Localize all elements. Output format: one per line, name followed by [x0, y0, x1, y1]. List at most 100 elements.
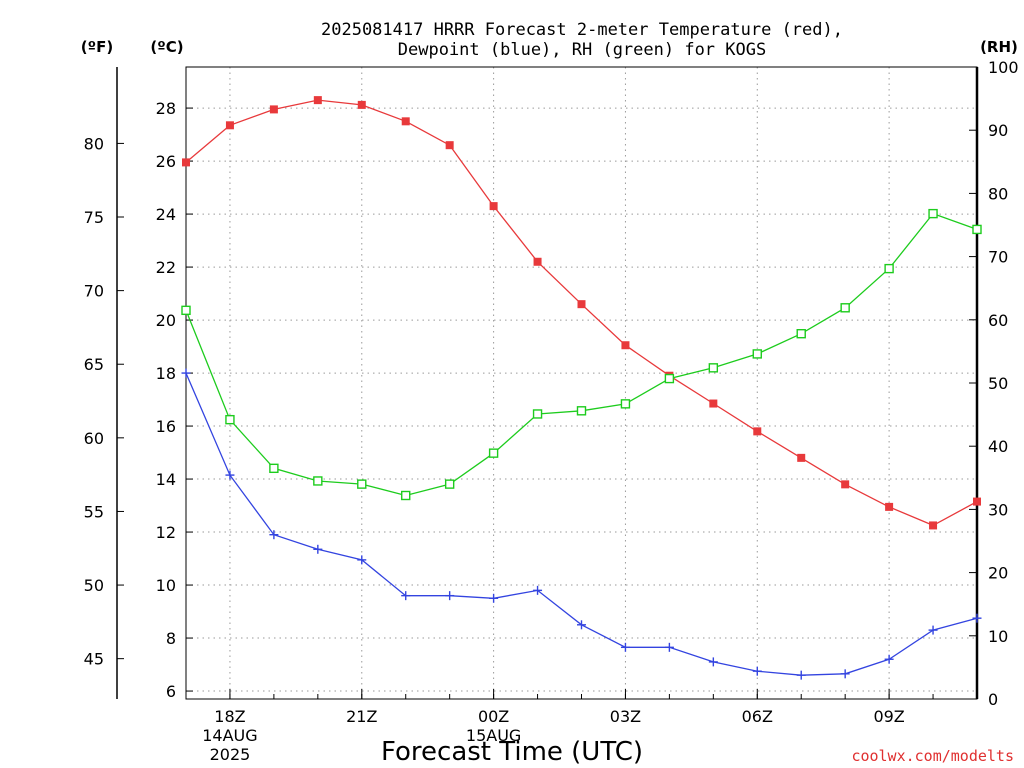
x-tick-label: 06Z	[742, 707, 773, 726]
rh-point	[708, 363, 719, 373]
x-date-label: 14AUG	[202, 726, 257, 745]
dewpoint-point	[840, 669, 850, 679]
series-layer	[181, 96, 982, 680]
dewpoint-point	[577, 620, 586, 630]
rh-point	[972, 224, 982, 235]
rh-point	[357, 479, 367, 489]
rh-tick-label: 40	[988, 437, 1008, 456]
dewpoint-point	[357, 555, 367, 565]
rh-point	[664, 373, 675, 384]
fahrenheit-unit-label: (ºF)	[81, 38, 113, 56]
chart-axes: 6 8 10 12 14 16 18 20 22 24 26 28 45 50 55 60 65 70 75 80 0 1…	[84, 58, 1019, 764]
rh-series-line	[185, 212, 978, 497]
temperature-point	[225, 121, 234, 130]
rh-point	[840, 303, 850, 313]
fahrenheit-tick-label: 60	[84, 429, 104, 448]
plot-frame	[185, 66, 978, 700]
fahrenheit-tick-label: 50	[84, 576, 104, 595]
celsius-tick-label: 6	[166, 682, 176, 701]
dewpoint-series-line	[185, 372, 978, 676]
dewpoint-point	[313, 544, 323, 554]
rh-point	[444, 479, 455, 489]
rh-point	[181, 305, 191, 316]
rh-point	[620, 399, 631, 409]
temperature-point	[313, 96, 322, 105]
rh-point	[884, 263, 894, 274]
rh-point	[576, 406, 587, 416]
rh-tick-label: 80	[988, 184, 1008, 203]
temperature-point	[269, 105, 278, 114]
dewpoint-point	[620, 642, 630, 652]
temperature-point	[753, 427, 762, 436]
dewpoint-point	[489, 593, 499, 603]
dewpoint-point	[928, 625, 938, 635]
x-tick-label: 18Z	[214, 707, 245, 726]
chart-title-line2: Dewpoint (blue), RH (green) for KOGS	[398, 40, 766, 60]
x-tick-label: 03Z	[610, 707, 641, 726]
rh-point	[488, 448, 499, 458]
x-tick-label: 21Z	[346, 707, 377, 726]
fahrenheit-tick-label: 80	[84, 134, 104, 153]
celsius-tick-label: 10	[156, 576, 176, 595]
temperature-point	[577, 300, 586, 309]
rh-point	[796, 329, 806, 339]
dewpoint-point	[796, 670, 806, 680]
rh-point	[752, 349, 762, 359]
temperature-point	[182, 158, 190, 167]
dewpoint-point	[664, 642, 674, 652]
celsius-tick-label: 28	[156, 99, 176, 118]
fahrenheit-tick-label: 70	[84, 282, 104, 301]
x-axis-label: Forecast Time (UTC)	[381, 737, 643, 767]
celsius-tick-label: 22	[156, 258, 176, 277]
temperature-point	[533, 257, 542, 266]
rh-tick-label: 90	[988, 121, 1008, 140]
dewpoint-point	[708, 657, 718, 667]
temperature-point	[621, 341, 630, 350]
celsius-tick-label: 24	[156, 205, 176, 224]
rh-tick-label: 20	[988, 564, 1008, 583]
fahrenheit-tick-label: 45	[84, 650, 104, 669]
rh-tick-label: 100	[988, 58, 1019, 77]
temperature-point	[709, 399, 718, 408]
dewpoint-point	[533, 585, 543, 595]
temperature-point	[401, 117, 410, 126]
rh-tick-label: 60	[988, 311, 1008, 330]
watermark: coolwx.com/modelts	[851, 747, 1014, 765]
rh-unit-label: (RH)	[980, 38, 1018, 56]
rh-tick-label: 10	[988, 627, 1008, 646]
celsius-tick-label: 26	[156, 152, 176, 171]
rh-tick-label: 0	[988, 690, 998, 709]
fahrenheit-tick-label: 55	[84, 502, 104, 521]
temperature-point	[489, 202, 498, 211]
dewpoint-point	[225, 470, 235, 480]
rh-point	[225, 414, 235, 425]
rh-tick-label: 30	[988, 500, 1008, 519]
celsius-tick-label: 18	[156, 364, 176, 383]
temperature-point	[885, 502, 894, 511]
rh-point	[269, 463, 279, 474]
rh-point	[401, 490, 411, 501]
rh-point	[313, 476, 323, 486]
dewpoint-point	[181, 368, 191, 378]
fahrenheit-tick-label: 65	[84, 355, 104, 374]
celsius-tick-label: 8	[166, 629, 176, 648]
rh-tick-label: 70	[988, 248, 1008, 267]
temperature-point	[929, 521, 938, 530]
x-tick-label: 09Z	[873, 707, 904, 726]
celsius-tick-label: 20	[156, 311, 176, 330]
dewpoint-point	[269, 530, 279, 540]
dewpoint-point	[401, 591, 411, 601]
dewpoint-point	[884, 654, 894, 664]
dewpoint-point	[972, 613, 982, 623]
temperature-point	[797, 453, 806, 462]
temperature-point	[445, 141, 454, 150]
celsius-unit-label: (ºC)	[150, 38, 183, 56]
temperature-point	[357, 100, 366, 109]
dewpoint-point	[752, 666, 762, 676]
celsius-tick-label: 14	[156, 470, 176, 489]
temperature-point	[841, 480, 850, 489]
celsius-tick-label: 16	[156, 417, 176, 436]
dewpoint-point	[445, 591, 455, 601]
rh-tick-label: 50	[988, 374, 1008, 393]
